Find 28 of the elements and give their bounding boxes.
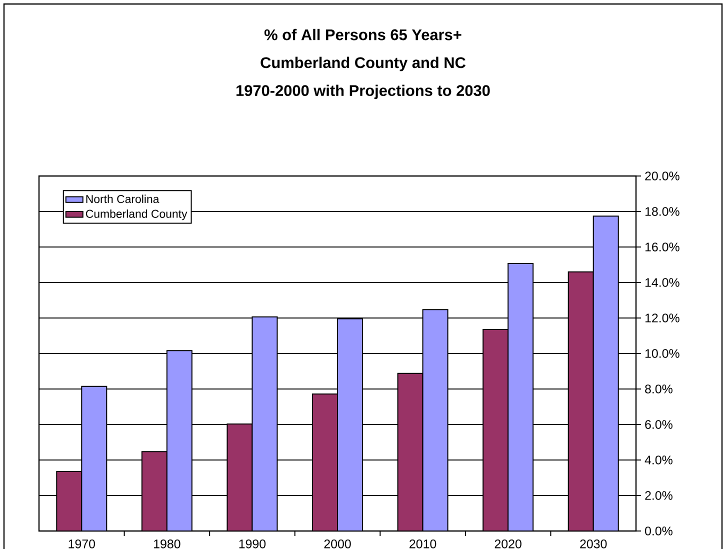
x-tick-label: 1970 (68, 540, 96, 548)
bar (422, 309, 448, 531)
y-tick-label: 18.0% (645, 207, 680, 216)
x-tick-label: 2030 (580, 540, 607, 548)
x-tick-label: 1980 (154, 540, 180, 548)
bar (81, 386, 108, 531)
y-tick-label: 6.0% (645, 420, 672, 429)
bar (508, 262, 534, 531)
y-tick-label: 8.0% (645, 384, 672, 394)
y-tick-label: 2.0% (645, 491, 672, 500)
legend-label: Cumberland County (86, 209, 188, 220)
x-tick-label: 2000 (324, 540, 351, 548)
bar (337, 318, 364, 531)
y-tick-label: 12.0% (645, 314, 680, 322)
y-tick-label: 16.0% (645, 242, 680, 252)
x-tick-label: 2010 (410, 540, 436, 548)
y-tick-label: 4.0% (644, 456, 672, 464)
bar (252, 316, 278, 531)
y-tick-label: 10.0% (645, 349, 680, 358)
y-tick-label: 14.0% (645, 278, 680, 287)
x-tick-label: 2020 (494, 540, 522, 548)
legend-label: North Carolina (86, 194, 160, 204)
x-tick-label: 1990 (239, 540, 266, 548)
bar (166, 350, 192, 531)
y-tick-label: 20.0% (645, 172, 680, 180)
y-tick-label: 0.0% (645, 526, 672, 536)
chart-title: % of All Persons 65 Years+ Cumberland County and NC 1970-2000 with Projections to 2030 (236, 28, 490, 100)
bar (592, 216, 619, 531)
